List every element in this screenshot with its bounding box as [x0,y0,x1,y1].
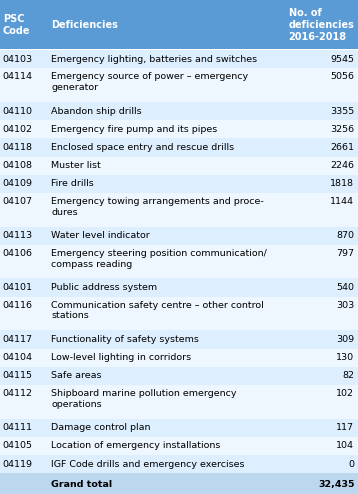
Text: 102: 102 [337,389,354,398]
Text: Damage control plan: Damage control plan [51,423,151,432]
Text: Emergency source of power – emergency
generator: Emergency source of power – emergency ge… [51,72,248,92]
Bar [0,367,358,385]
Text: 04115: 04115 [3,371,33,380]
Bar [0,50,358,68]
Bar [0,297,358,330]
Bar [0,120,358,138]
Bar [0,473,358,494]
Bar [0,245,358,279]
Text: 04108: 04108 [3,161,33,170]
Bar [0,157,358,175]
Text: Location of emergency installations: Location of emergency installations [51,441,221,451]
Text: Enclosed space entry and rescue drills: Enclosed space entry and rescue drills [51,143,234,152]
Bar [0,0,358,49]
Text: 04101: 04101 [3,283,33,292]
Text: 04103: 04103 [3,55,33,64]
Text: 1818: 1818 [330,179,354,188]
Text: Emergency steering position communication/
compass reading: Emergency steering position communicatio… [51,249,267,269]
Text: 04118: 04118 [3,143,33,152]
Text: Fire drills: Fire drills [51,179,94,188]
Text: IGF Code drills and emergency exercises: IGF Code drills and emergency exercises [51,459,245,468]
Text: Safe areas: Safe areas [51,371,102,380]
Text: Communication safety centre – other control
stations: Communication safety centre – other cont… [51,301,264,321]
Text: 32,435: 32,435 [318,480,354,489]
Text: 04119: 04119 [3,459,33,468]
Bar [0,455,358,473]
Bar [0,227,358,245]
Bar [0,385,358,418]
Text: PSC
Code: PSC Code [3,13,30,36]
Text: 04109: 04109 [3,179,33,188]
Text: Functionality of safety systems: Functionality of safety systems [51,335,199,344]
Text: 309: 309 [336,335,354,344]
Text: 1144: 1144 [330,197,354,206]
Text: 130: 130 [336,353,354,362]
Text: 04106: 04106 [3,249,33,258]
Text: 04110: 04110 [3,107,33,116]
Text: 04105: 04105 [3,441,33,451]
Text: Emergency lighting, batteries and switches: Emergency lighting, batteries and switch… [51,55,257,64]
Bar [0,175,358,193]
Text: 9545: 9545 [330,55,354,64]
Text: 2246: 2246 [330,161,354,170]
Text: 04112: 04112 [3,389,33,398]
Text: 04104: 04104 [3,353,33,362]
Text: 04114: 04114 [3,72,33,81]
Bar [0,330,358,348]
Bar [0,348,358,367]
Text: 04111: 04111 [3,423,33,432]
Text: Muster list: Muster list [51,161,101,170]
Text: Emergency towing arrangements and proce-
dures: Emergency towing arrangements and proce-… [51,197,264,217]
Bar [0,49,358,50]
Text: Grand total: Grand total [51,480,112,489]
Text: 540: 540 [337,283,354,292]
Bar [0,418,358,437]
Bar [0,279,358,297]
Text: Abandon ship drills: Abandon ship drills [51,107,142,116]
Text: Public address system: Public address system [51,283,157,292]
Text: 104: 104 [337,441,354,451]
Text: 04116: 04116 [3,301,33,310]
Text: 04107: 04107 [3,197,33,206]
Text: Shipboard marine pollution emergency
operations: Shipboard marine pollution emergency ope… [51,389,237,409]
Text: Low-level lighting in corridors: Low-level lighting in corridors [51,353,191,362]
Bar [0,68,358,102]
Text: 82: 82 [342,371,354,380]
Text: 0: 0 [348,459,354,468]
Text: 870: 870 [337,231,354,240]
Text: 5056: 5056 [330,72,354,81]
Text: 04117: 04117 [3,335,33,344]
Bar [0,437,358,455]
Text: 117: 117 [337,423,354,432]
Text: 797: 797 [337,249,354,258]
Text: Emergency fire pump and its pipes: Emergency fire pump and its pipes [51,125,217,134]
Bar [0,193,358,227]
Text: 04102: 04102 [3,125,33,134]
Text: Deficiencies: Deficiencies [51,20,118,30]
Text: 3355: 3355 [330,107,354,116]
Text: Water level indicator: Water level indicator [51,231,150,240]
Text: 303: 303 [336,301,354,310]
Text: 2661: 2661 [330,143,354,152]
Text: 3256: 3256 [330,125,354,134]
Text: No. of
deficiencies
2016-2018: No. of deficiencies 2016-2018 [289,7,354,41]
Text: 04113: 04113 [3,231,33,240]
Bar [0,102,358,120]
Bar [0,138,358,157]
